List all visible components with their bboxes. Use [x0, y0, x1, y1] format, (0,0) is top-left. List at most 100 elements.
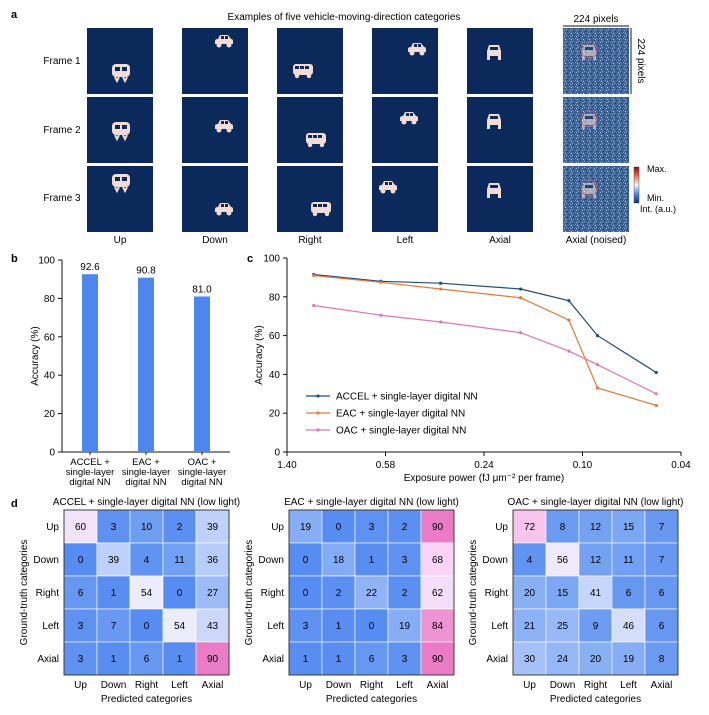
tile-down-frame3 — [182, 166, 248, 232]
cell-value: 60 — [75, 522, 87, 533]
heatmap-cell — [420, 641, 455, 676]
cell-value: 18 — [333, 555, 345, 566]
panel-d: d ACCEL + single-layer digital NN (low l… — [11, 497, 683, 705]
heatmap-cell — [195, 509, 230, 544]
cell-value: 15 — [557, 588, 569, 599]
cell-value: 19 — [623, 654, 635, 665]
panel-a: a Examples of five vehicle-moving-direct… — [11, 9, 676, 246]
cell-value: 90 — [207, 654, 219, 665]
col-label: Right — [584, 680, 608, 691]
x-tick-label: 0.24 — [474, 460, 494, 471]
cell-value: 39 — [207, 522, 219, 533]
x-tick-label: 0.10 — [573, 460, 593, 471]
data-point — [312, 303, 316, 308]
tile-up-frame1 — [87, 28, 153, 94]
heatmap-cell — [387, 641, 422, 676]
data-point — [379, 280, 383, 284]
bar-value-label: 81.0 — [192, 284, 212, 295]
cell-value: 90 — [432, 654, 444, 665]
cell-value: 1 — [177, 654, 183, 665]
y-tick-label: 100 — [263, 254, 280, 265]
cell-value: 27 — [207, 588, 219, 599]
heatmap-cell — [644, 542, 679, 577]
cell-value: 1 — [336, 621, 342, 632]
legend-label: ACCEL + single-layer digital NN — [336, 392, 478, 403]
data-point — [595, 363, 600, 367]
tile-noised-frame2 — [563, 97, 629, 163]
x-axis-label: Exposure power (fJ μm⁻² per frame) — [404, 473, 565, 484]
line-chart: 0 20 40 60 80 100 1.40 0.58 0.24 0.10 0.04 Exposure… — [254, 254, 691, 485]
heatmap-cell — [644, 641, 679, 676]
tile-axial-frame2 — [467, 97, 533, 163]
row-label: Axial — [37, 654, 59, 665]
cell-value: 11 — [623, 555, 634, 566]
cell-value: 10 — [141, 522, 153, 533]
bar-value-label: 92.6 — [80, 262, 100, 273]
row-label: Left — [42, 621, 59, 632]
heatmap-cell — [387, 608, 422, 643]
col-label: Right — [360, 680, 384, 691]
data-point — [519, 331, 523, 335]
tile-right-frame1 — [277, 28, 343, 94]
cell-value: 3 — [402, 654, 408, 665]
category-label-down: Down — [202, 235, 228, 246]
series-line — [313, 273, 657, 374]
data-point — [519, 296, 523, 300]
x-tick-label: digital NN — [69, 477, 110, 488]
row-label: Axial — [486, 654, 508, 665]
heatmap-title: ACCEL + single-layer digital NN (low lig… — [53, 497, 240, 508]
data-point — [439, 287, 443, 291]
row-label: Up — [495, 522, 508, 533]
row-label: Left — [491, 621, 508, 632]
cell-value: 84 — [432, 621, 444, 632]
data-point — [439, 281, 443, 285]
bar-value-label: 90.8 — [136, 266, 156, 277]
row-label: Down — [482, 555, 508, 566]
size-label-side: 224 pixels — [635, 38, 646, 83]
cell-value: 6 — [626, 588, 632, 599]
data-point — [567, 349, 571, 353]
data-point — [519, 287, 523, 291]
y-tick-label: 80 — [44, 294, 56, 305]
heatmap-cell — [63, 641, 98, 676]
row-label: Axial — [262, 654, 284, 665]
y-tick-label: 40 — [44, 371, 56, 382]
x-tick-label: 1.40 — [277, 460, 297, 471]
cell-value: 2 — [336, 588, 342, 599]
bar — [194, 296, 210, 452]
tile-down-frame1 — [182, 28, 248, 94]
data-point — [312, 273, 316, 278]
cell-value: 0 — [303, 555, 309, 566]
cell-value: 0 — [177, 588, 183, 599]
tile-left-frame3 — [372, 166, 438, 232]
cell-value: 0 — [336, 522, 342, 533]
cell-value: 19 — [399, 621, 411, 632]
heatmap-cell — [354, 575, 389, 610]
row-label: Right — [261, 588, 285, 599]
cell-value: 1 — [303, 654, 309, 665]
heatmap-cell — [512, 608, 547, 643]
cell-value: 12 — [590, 522, 602, 533]
category-label-right: Right — [298, 235, 322, 246]
x-tick-label: EAC + — [132, 457, 160, 468]
col-label: Down — [550, 680, 576, 691]
heatmap-cell — [545, 641, 580, 676]
cell-value: 3 — [369, 522, 375, 533]
colorbar-min: Min. — [647, 193, 664, 203]
col-label: Right — [135, 680, 159, 691]
cell-value: 22 — [366, 588, 378, 599]
data-point — [654, 370, 658, 375]
tile-axial-frame3 — [467, 166, 533, 232]
col-label: Up — [74, 680, 87, 691]
cell-value: 30 — [524, 654, 536, 665]
heatmap-cell — [354, 542, 389, 577]
heatmap-cell — [63, 509, 98, 544]
data-point — [595, 334, 600, 338]
col-label: Down — [326, 680, 352, 691]
data-point — [567, 299, 571, 303]
heatmap-cell — [611, 575, 646, 610]
heatmap-cell — [644, 509, 679, 544]
frame-label-2: Frame 2 — [43, 125, 81, 136]
confusion-matrices: ACCEL + single-layer digital NN (low lig… — [19, 497, 683, 705]
heatmap-cell — [195, 641, 230, 676]
